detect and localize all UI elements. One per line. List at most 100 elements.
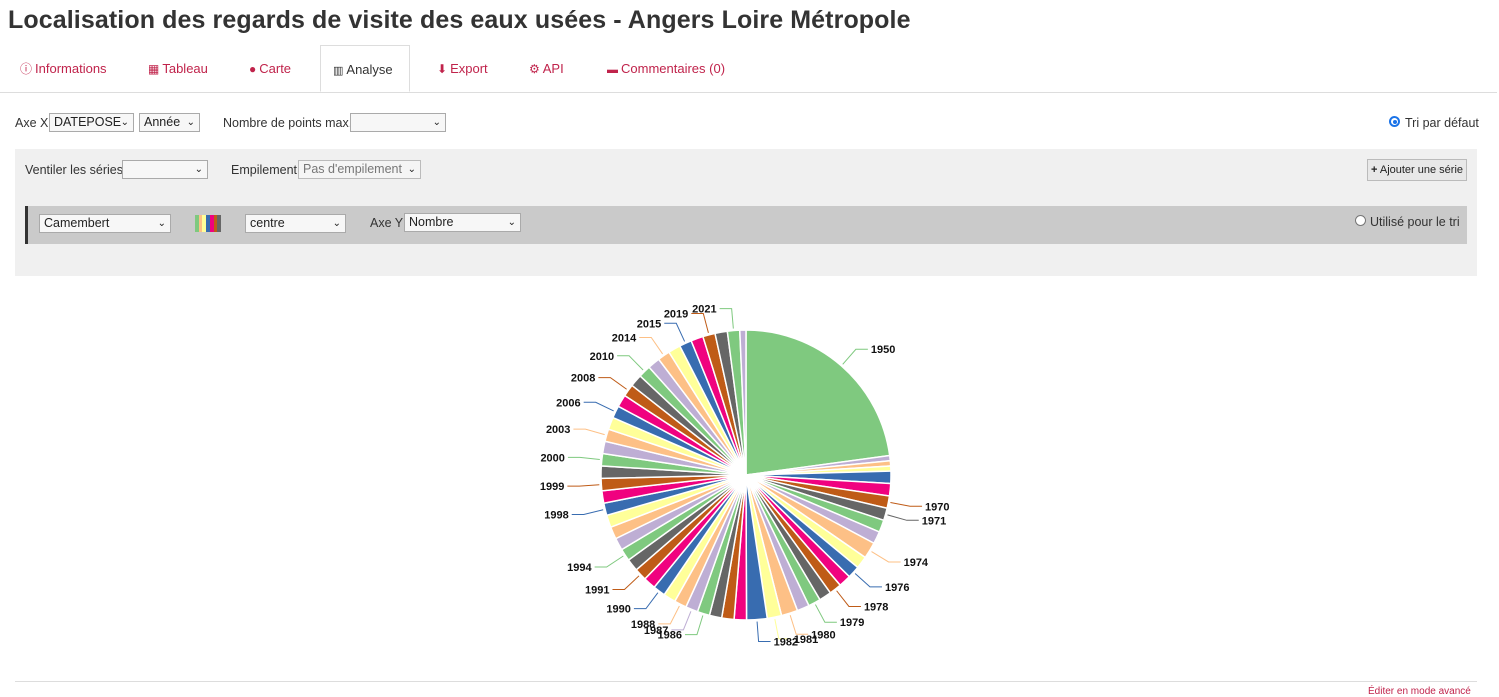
tab-api[interactable]: ⚙ API (529, 45, 564, 92)
pie-label-leader (571, 509, 604, 515)
tab-bar: ⓘ Informations ▦ Tableau ● Carte ▥ Analyse ⬇… (0, 45, 1497, 93)
default-sort-label: Tri par défaut (1405, 116, 1479, 130)
max-points-select[interactable]: ⌄ (350, 113, 446, 132)
pie-slice-label: 1974 (904, 557, 929, 569)
max-points-label: Nombre de points max. (223, 116, 353, 130)
download-icon: ⬇ (437, 62, 448, 76)
tab-commentaires[interactable]: ▬ Commentaires (0) (607, 45, 725, 92)
pie-slice-label: 1991 (585, 585, 609, 597)
pie-slice-label: 2008 (571, 373, 595, 385)
tab-label: Analyse (346, 62, 393, 77)
chevron-down-icon: ⌄ (332, 218, 341, 229)
chevron-down-icon: ⌄ (432, 117, 441, 128)
palette-swatch (202, 215, 207, 232)
axe-x-timescale-value: Année (144, 115, 181, 129)
pie-label-leader (567, 456, 600, 460)
pie-label-leader (814, 604, 837, 623)
pie-slice-label: 1988 (631, 619, 655, 631)
pie-label-leader (671, 611, 692, 631)
color-palette-icon[interactable] (195, 215, 222, 232)
globe-icon: ● (249, 62, 257, 76)
pie-slice[interactable] (745, 329, 891, 476)
chevron-down-icon: ⌄ (120, 117, 129, 128)
pie-slice-label: 2010 (590, 351, 614, 363)
palette-swatch (217, 215, 222, 232)
pie-slice-label: 2021 (692, 304, 716, 316)
pie-label-leader (774, 619, 791, 640)
pie-slice[interactable] (738, 329, 747, 476)
pie-slice-label: 1981 (794, 634, 818, 646)
tab-label: Informations (35, 61, 107, 76)
tab-export[interactable]: ⬇ Export (437, 45, 488, 92)
pie-label-leader (567, 484, 600, 487)
chevron-down-icon: ⌄ (157, 218, 166, 229)
chevron-down-icon: ⌄ (507, 217, 516, 228)
pie-slice-label: 1971 (922, 515, 946, 527)
bar-chart-icon: ▥ (333, 65, 344, 77)
position-value: centre (250, 216, 285, 230)
pie-label-leader (719, 308, 734, 329)
pie-label-leader (890, 502, 923, 507)
pie-slice-label: 1950 (871, 344, 895, 356)
sort-series-label: Utilisé pour le tri (1370, 215, 1460, 229)
pie-slice-label: 2003 (546, 424, 570, 436)
chevron-down-icon: ⌄ (194, 164, 203, 175)
pie-slice-label: 1979 (840, 617, 864, 629)
advanced-edit-link[interactable]: Éditer en mode avancé (1368, 686, 1471, 697)
pie-label-leader (871, 551, 901, 563)
pie-slice-label: 1999 (540, 481, 564, 493)
palette-swatch (195, 215, 199, 232)
axe-x-label: Axe X (15, 116, 49, 130)
pie-slice-label: 1978 (864, 601, 888, 613)
palette-swatch (206, 215, 210, 232)
pie-label-leader (842, 348, 868, 365)
sort-series-radio[interactable] (1355, 215, 1366, 226)
axe-x-field-select[interactable]: DATEPOSE ⌄ (49, 113, 134, 132)
pie-label-leader (594, 555, 624, 568)
axe-y-label: Axe Y (370, 216, 404, 230)
pie-slice-label: 2015 (637, 318, 661, 330)
ventiler-select[interactable]: ⌄ (122, 160, 208, 179)
tab-informations[interactable]: ⓘ Informations (20, 45, 107, 92)
default-sort-radio[interactable] (1389, 116, 1400, 127)
tab-analyse[interactable]: ▥ Analyse (320, 45, 410, 92)
pie-label-leader (887, 514, 919, 521)
add-series-label: Ajouter une série (1379, 164, 1464, 176)
tab-label: Export (450, 61, 488, 76)
pie-label-leader (639, 336, 664, 355)
pie-slice-label: 1976 (885, 582, 909, 594)
palette-swatch (198, 215, 203, 232)
pie-label-leader (664, 322, 686, 342)
chart-type-select[interactable]: Camembert ⌄ (39, 214, 171, 233)
tab-label: Commentaires (0) (621, 61, 726, 76)
pie-label-leader (612, 575, 640, 591)
pie-slice-label: 1982 (774, 637, 798, 649)
empilement-label: Empilement (231, 163, 297, 177)
add-series-button[interactable]: + Ajouter une série (1367, 159, 1467, 181)
pie-label-leader (854, 573, 882, 588)
page-title: Localisation des regards de visite des e… (8, 6, 911, 34)
pie-label-leader (617, 355, 644, 371)
pie-slice-label: 1970 (925, 501, 949, 513)
empilement-select[interactable]: Pas d'empilement ⌄ (298, 160, 421, 179)
pie-slice-label: 1987 (644, 625, 668, 637)
pie-label-leader (573, 428, 605, 436)
pie-label-leader (789, 615, 809, 635)
axe-y-select[interactable]: Nombre ⌄ (404, 213, 521, 232)
chart-type-value: Camembert (44, 216, 110, 230)
pie-label-leader (691, 313, 709, 334)
pie-slice-label: 1986 (657, 630, 681, 642)
axe-x-timescale-select[interactable]: Année ⌄ (139, 113, 200, 132)
tab-label: Tableau (162, 61, 208, 76)
axe-y-value: Nombre (409, 215, 454, 229)
comments-icon: ▬ (607, 64, 618, 76)
tab-tableau[interactable]: ▦ Tableau (148, 45, 208, 92)
gears-icon: ⚙ (529, 62, 540, 76)
chevron-down-icon: ⌄ (186, 117, 195, 128)
divider (15, 681, 1477, 682)
pie-slice-label: 2014 (612, 332, 637, 344)
position-select[interactable]: centre ⌄ (245, 214, 346, 233)
pie-label-leader (756, 621, 771, 643)
tab-carte[interactable]: ● Carte (249, 45, 291, 92)
